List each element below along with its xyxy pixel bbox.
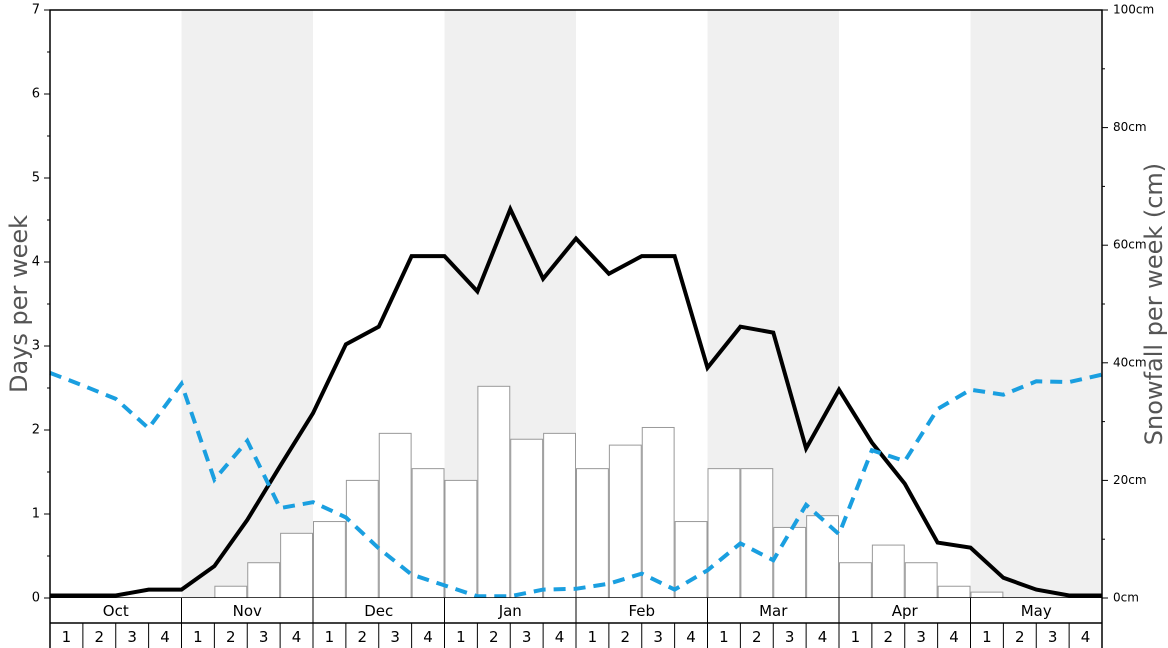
y-axis-title-left: Days per week	[5, 215, 33, 393]
y-tick-label-left: 5	[32, 171, 40, 186]
week-label: 2	[884, 628, 894, 646]
snowfall-bar	[510, 438, 544, 599]
month-label: Feb	[628, 602, 655, 620]
snowfall-bar	[378, 432, 412, 599]
y-axis-right: 0cm 20cm 40cm 60cm 80cm 100cm	[1102, 3, 1154, 605]
month-label: Mar	[759, 602, 788, 620]
month-band-may	[970, 10, 1102, 598]
month-bands	[181, 10, 1102, 598]
snowfall-bar	[641, 426, 675, 599]
snowfall-bar	[904, 562, 938, 599]
snowfall-bar	[773, 526, 807, 599]
x-axis-month-week-table: Oct 1 2 3 4 Nov 1 2 3 4 Dec 1 2 3 4 Jan 1 2 3 4 Feb 1 2 3 4 Mar 1 2…	[49, 598, 1103, 648]
week-label: 1	[325, 628, 335, 646]
week-label: 4	[818, 628, 828, 646]
y-tick-label-right: 20cm	[1113, 473, 1147, 487]
y-tick-label-left: 4	[32, 255, 40, 270]
week-label: 1	[588, 628, 598, 646]
y-tick-label-right: 40cm	[1113, 355, 1147, 369]
week-label: 4	[423, 628, 433, 646]
solid-series-line	[50, 204, 1102, 598]
y-axis-left: 0 1 2 3 4 5 6 7	[32, 3, 50, 606]
snowfall-bar	[740, 468, 774, 599]
y-tick-label-right: 80cm	[1113, 120, 1147, 134]
month-label: May	[1021, 602, 1052, 620]
week-label: 3	[390, 628, 400, 646]
week-label: 2	[358, 628, 368, 646]
snowfall-bar	[608, 444, 642, 599]
y-tick-label-left: 0	[32, 591, 40, 606]
y-tick-label-right: 0cm	[1113, 591, 1139, 605]
week-label: 4	[686, 628, 696, 646]
dashed-series-line	[49, 371, 1103, 599]
week-label: 1	[719, 628, 729, 646]
week-label: 2	[752, 628, 762, 646]
series-lines	[49, 204, 1103, 599]
month-label: Jan	[498, 602, 522, 620]
week-label: 4	[949, 628, 959, 646]
y-tick-label-left: 7	[32, 3, 40, 18]
week-label: 2	[1015, 628, 1025, 646]
snowfall-bar	[411, 468, 445, 599]
y-tick-label-left: 3	[32, 339, 40, 354]
week-label: 1	[982, 628, 992, 646]
week-label: 3	[785, 628, 795, 646]
snowfall-bar	[871, 544, 905, 599]
y-tick-label-left: 2	[32, 423, 40, 438]
month-label: Apr	[892, 602, 919, 620]
month-label: Dec	[364, 602, 393, 620]
y-tick-label-right: 100cm	[1113, 3, 1154, 17]
snowfall-bar	[247, 562, 281, 599]
y-axis-title-right: Snowfall per week (cm)	[1140, 163, 1168, 445]
week-label: 3	[1048, 628, 1058, 646]
week-label: 1	[851, 628, 861, 646]
week-label: 1	[193, 628, 203, 646]
week-label: 3	[259, 628, 269, 646]
y-tick-label-left: 1	[32, 507, 40, 522]
week-label: 3	[916, 628, 926, 646]
month-label: Oct	[103, 602, 129, 620]
snowfall-bar	[839, 562, 872, 599]
snowfall-bar	[576, 468, 609, 599]
week-label: 3	[127, 628, 137, 646]
week-label: 4	[555, 628, 565, 646]
snowfall-bar	[214, 585, 248, 599]
snowfall-bar	[313, 521, 346, 599]
y-tick-label-right: 60cm	[1113, 238, 1147, 252]
snowfall-bars	[214, 385, 1004, 599]
week-label: 4	[1081, 628, 1091, 646]
snowfall-bar	[543, 432, 576, 599]
week-label: 1	[456, 628, 466, 646]
snowfall-bar	[444, 479, 478, 599]
week-label: 2	[621, 628, 631, 646]
week-label: 3	[522, 628, 532, 646]
week-label: 1	[62, 628, 72, 646]
snowfall-bar	[937, 585, 971, 599]
y-tick-label-left: 6	[32, 87, 40, 102]
month-band-nov	[181, 10, 313, 598]
week-label: 4	[160, 628, 170, 646]
snowfall-bar	[280, 532, 313, 599]
snowfall-bar	[970, 591, 1004, 599]
month-label: Nov	[233, 602, 262, 620]
snowfall-bar	[345, 479, 379, 599]
week-label: 2	[226, 628, 236, 646]
week-label: 3	[653, 628, 663, 646]
snowfall-bar	[707, 468, 741, 599]
week-label: 2	[95, 628, 105, 646]
snowfall-bar	[674, 521, 708, 599]
week-label: 4	[292, 628, 302, 646]
snowfall-bar	[477, 385, 511, 599]
week-label: 2	[489, 628, 499, 646]
